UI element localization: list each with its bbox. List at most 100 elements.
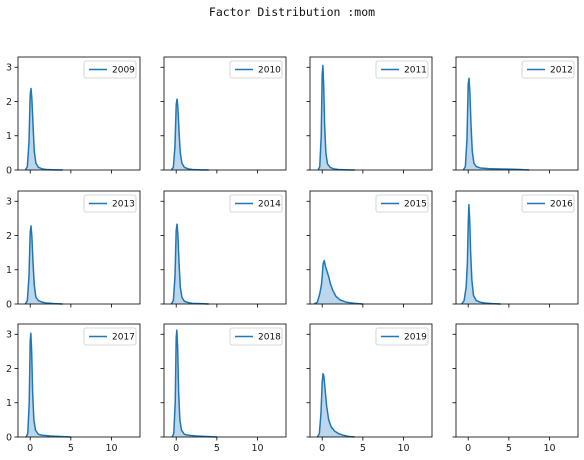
panel-2015: 2015: [306, 190, 433, 308]
legend-label: 2010: [258, 66, 281, 76]
density-line: [313, 259, 363, 305]
y-tick-label: 1: [6, 131, 12, 142]
legend-label: 2019: [404, 333, 427, 343]
axes-frame: [455, 190, 579, 305]
y-tick-label: 1: [6, 265, 12, 276]
legend-box: [229, 327, 283, 346]
density-line: [25, 332, 71, 438]
legend: 2016: [521, 194, 575, 213]
x-tick-label: 5: [68, 443, 74, 454]
x-tick-label: 0: [465, 443, 471, 454]
panel-2013: 0 1 2 3 2013: [6, 190, 141, 310]
density-fill: [171, 224, 209, 304]
legend: 2010: [229, 60, 283, 79]
density-line: [461, 203, 501, 305]
density-line: [317, 64, 355, 171]
y-tick-label: 0: [6, 299, 12, 310]
axes-frame: [455, 56, 579, 171]
density-line: [462, 77, 530, 171]
axes-frame: [309, 323, 433, 438]
density-fill: [317, 373, 355, 437]
legend-label: 2013: [112, 200, 135, 210]
y-tick-label: 2: [6, 364, 12, 375]
legend-box: [229, 194, 283, 213]
legend: 2009: [83, 60, 137, 79]
x-tick-label: 10: [105, 443, 117, 454]
legend-box: [83, 327, 137, 346]
axes-frame: [17, 190, 141, 305]
y-tick-label: 2: [6, 97, 12, 108]
x-tick-label: 0: [319, 443, 325, 454]
legend-box: [83, 60, 137, 79]
y-tick-label: 1: [6, 398, 12, 409]
legend: 2015: [375, 194, 429, 213]
x-tick-label: 5: [214, 443, 220, 454]
axes-frame: [17, 56, 141, 171]
legend-box: [521, 60, 575, 79]
x-tick-label: 10: [543, 443, 555, 454]
density-fill: [318, 65, 355, 170]
panel-2018: 0 5 10 2018: [160, 323, 287, 454]
panel-2019: 0 5 10 2019: [306, 323, 433, 454]
legend-label: 2012: [550, 66, 573, 76]
density-line: [24, 87, 63, 171]
panel-empty: 0 5 10: [452, 323, 579, 454]
legend-label: 2015: [404, 200, 427, 210]
density-fill: [25, 225, 63, 304]
axes-frame: [455, 323, 579, 438]
legend: 2013: [83, 194, 137, 213]
x-tick-label: 0: [27, 443, 33, 454]
legend: 2018: [229, 327, 283, 346]
axes-frame: [163, 190, 287, 305]
panel-2011: 2011: [306, 56, 433, 174]
panel-2016: 2016: [452, 190, 579, 308]
x-tick-label: 0: [173, 443, 179, 454]
legend-box: [375, 327, 429, 346]
panel-2009: 0 1 2 3 2009: [6, 56, 141, 176]
density-line: [170, 98, 209, 171]
legend-box: [375, 60, 429, 79]
density-line: [170, 223, 209, 305]
legend-box: [375, 194, 429, 213]
panel-2017: 0 5 10 0 1 2 3 2017: [6, 323, 141, 454]
legend-box: [521, 194, 575, 213]
legend-label: 2009: [112, 66, 135, 76]
axes-frame: [163, 323, 287, 438]
legend-label: 2018: [258, 333, 281, 343]
legend: 2014: [229, 194, 283, 213]
y-tick-label: 3: [6, 63, 12, 74]
x-tick-label: 10: [397, 443, 409, 454]
y-tick-label: 0: [6, 432, 12, 443]
x-tick-label: 10: [251, 443, 263, 454]
density-line: [171, 329, 217, 438]
panel-2010: 2010: [160, 56, 287, 174]
legend-label: 2017: [112, 333, 135, 343]
axes-frame: [309, 56, 433, 171]
density-fill: [25, 88, 63, 170]
x-tick-label: 5: [360, 443, 366, 454]
density-fill: [463, 78, 530, 170]
density-line: [316, 372, 355, 438]
y-tick-label: 3: [6, 197, 12, 208]
legend-label: 2016: [550, 200, 573, 210]
axes-frame: [17, 323, 141, 438]
density-fill: [171, 99, 209, 170]
panel-2014: 2014: [160, 190, 287, 308]
x-tick-label: 5: [506, 443, 512, 454]
figure-title: Factor Distribution :mom: [209, 5, 375, 19]
axes-frame: [163, 56, 287, 171]
y-tick-label: 2: [6, 231, 12, 242]
y-tick-label: 3: [6, 330, 12, 341]
y-tick-label: 0: [6, 165, 12, 176]
density-line: [24, 225, 63, 305]
legend: 2012: [521, 60, 575, 79]
legend-box: [83, 194, 137, 213]
legend: 2011: [375, 60, 429, 79]
legend-label: 2011: [404, 66, 427, 76]
axes-frame: [309, 190, 433, 305]
panel-2012: 2012: [452, 56, 579, 174]
legend-box: [229, 60, 283, 79]
legend: 2019: [375, 327, 429, 346]
